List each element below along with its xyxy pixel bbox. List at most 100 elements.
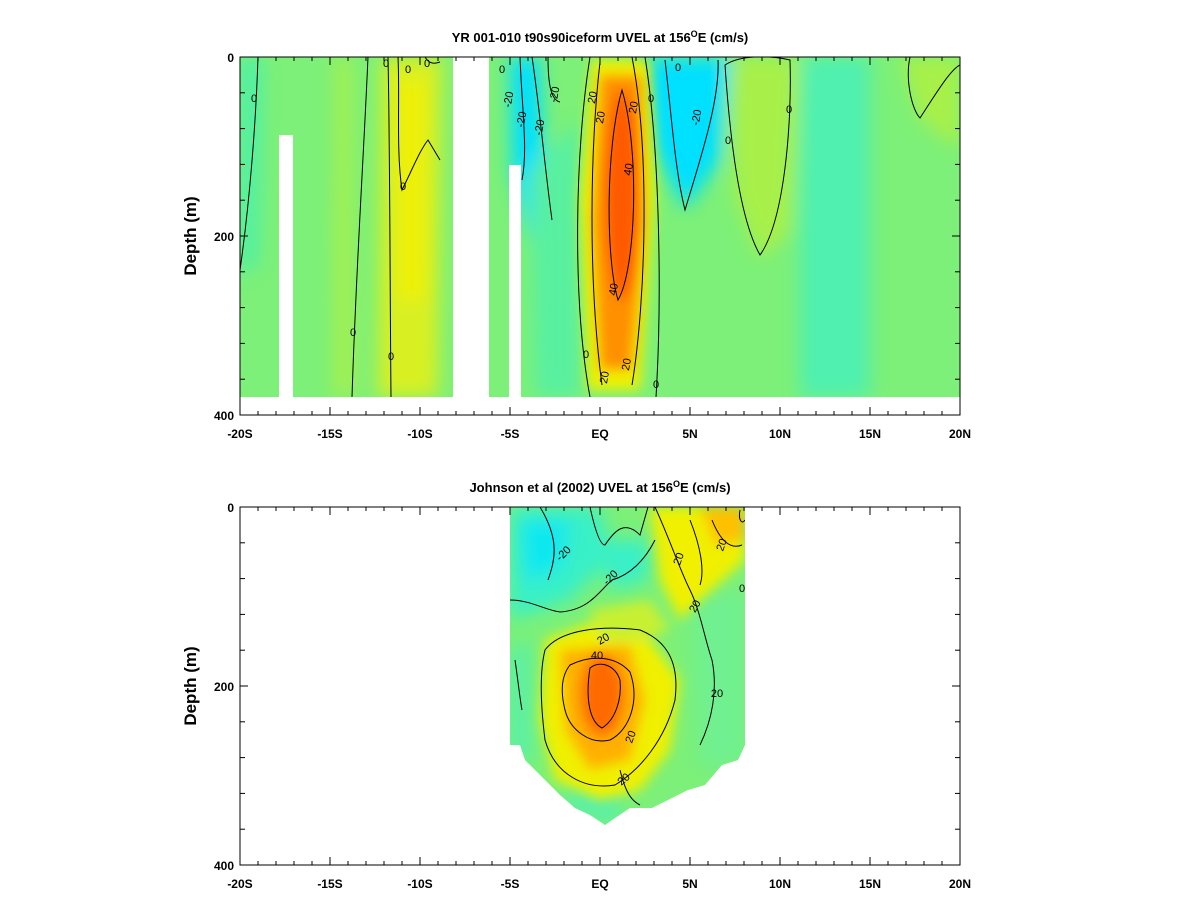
chart-1: YR 001-010 t90s90iceform UVEL at 156OE (… [181,29,971,441]
x-tick-label: -10S [407,427,432,441]
contour-line [644,57,660,397]
x-tick-label: 15N [859,877,881,891]
x-tick-label: 10N [769,427,791,441]
contour-label: 0 [739,583,745,595]
contour-label: 0 [499,64,505,76]
contour-line [589,507,649,546]
field-blob [510,640,532,760]
contour-line [561,657,635,742]
y-tick-label: 400 [214,859,234,873]
chart-1-x-tick-labels: -20S -15S -10S -5S EQ 5N 10N 15N 20N [227,427,971,441]
x-tick-label: 20N [949,877,971,891]
contour-label: 40 [622,162,636,176]
x-tick-label: 20N [949,427,971,441]
contour-label: 20 [586,90,600,104]
x-tick-label: 5N [682,877,697,891]
x-tick-label: -20S [227,427,252,441]
contour-line [351,57,369,397]
contour-label: 40 [607,282,621,296]
contour-label: 0 [424,58,430,70]
x-tick-label: 15N [859,427,881,441]
field-blob [600,540,650,590]
contour-line [689,519,703,586]
contour-label: 0 [350,327,356,339]
contour-line [240,57,259,271]
field-blob [398,80,425,300]
x-tick-label: EQ [591,877,608,891]
field-blob [690,590,745,770]
contour-line [519,57,526,181]
contour-label: 0 [648,93,654,105]
y-tick-label: 200 [214,230,234,244]
chart-2-ticks [239,506,961,866]
x-tick-label: -5S [501,427,520,441]
x-tick-label: -15S [317,877,342,891]
x-tick-label: EQ [591,427,608,441]
chart-1-y-axis-label: Depth (m) [181,196,200,275]
field-blob [590,600,670,640]
field-blob [520,520,570,580]
contour-label: 20 [714,537,729,553]
contour-label: 0 [388,351,394,363]
chart-2-x-tick-labels: -20S -15S -10S -5S EQ 5N 10N 15N 20N [227,877,971,891]
field-blob [730,57,800,260]
chart-1-title: YR 001-010 t90s90iceform UVEL at 156OE (… [452,29,749,45]
chart-2-y-axis-label: Depth (m) [181,646,200,725]
contour-line [631,57,645,386]
chart-1-ticks [239,56,961,416]
contour-line [739,509,745,523]
contour-label: 0 [675,62,681,74]
contour-line [591,61,603,386]
contour-label: 0 [383,58,389,70]
contour-line [577,57,591,397]
contour-line [587,663,621,729]
contour-label: -20 [690,109,705,127]
contour-label: 20 [687,598,704,615]
mask-column [509,165,521,397]
contour-label: -20 [548,86,563,104]
chart-1-field [240,57,960,397]
contour-line [907,57,960,119]
field-blob [700,507,745,545]
x-tick-label: 10N [769,877,791,891]
x-tick-label: -5S [501,877,520,891]
contour-line [619,769,641,806]
field-blob [530,120,580,397]
chart-2-field [510,507,745,825]
chart-1-y-tick-labels: 0 200 400 [214,51,234,423]
x-tick-label: -20S [227,877,252,891]
contour-label: 40 [591,650,603,662]
y-tick-label: 400 [214,409,234,423]
contour-label: -20 [515,111,530,129]
contour-label: -20 [533,119,548,137]
contour-label: 0 [251,93,257,105]
contour-label: 20 [598,370,612,384]
contour-line [664,59,719,212]
mask-column [279,135,293,397]
contour-label: 20 [711,688,723,700]
chart-1-contours [240,57,960,397]
contour-label: 20 [594,110,608,124]
contour-line [711,519,743,547]
contour-line [608,88,635,302]
contour-line [510,539,656,613]
chart-2-contours [510,507,745,806]
contour-line [387,57,392,397]
contour-label: 0 [786,104,792,116]
y-tick-label: 200 [214,680,234,694]
contour-line [539,507,555,581]
field-blob [800,57,870,397]
contour-line [540,627,677,787]
chart-2: Johnson et al (2002) UVEL at 156OE (cm/s… [181,479,971,891]
contour-label: 0 [725,135,731,147]
field-blob [333,57,355,397]
contour-label: 0 [405,64,411,76]
contour-line [654,507,715,746]
contour-line [531,57,553,221]
contour-line [424,57,441,64]
field-blob [640,57,730,210]
chart-1-contour-labels: 0 0 0 0 0 0 0 0 -20 -20 -20 -20 20 20 20… [251,58,792,391]
y-tick-label: 0 [227,51,234,65]
contour-line [514,659,523,711]
